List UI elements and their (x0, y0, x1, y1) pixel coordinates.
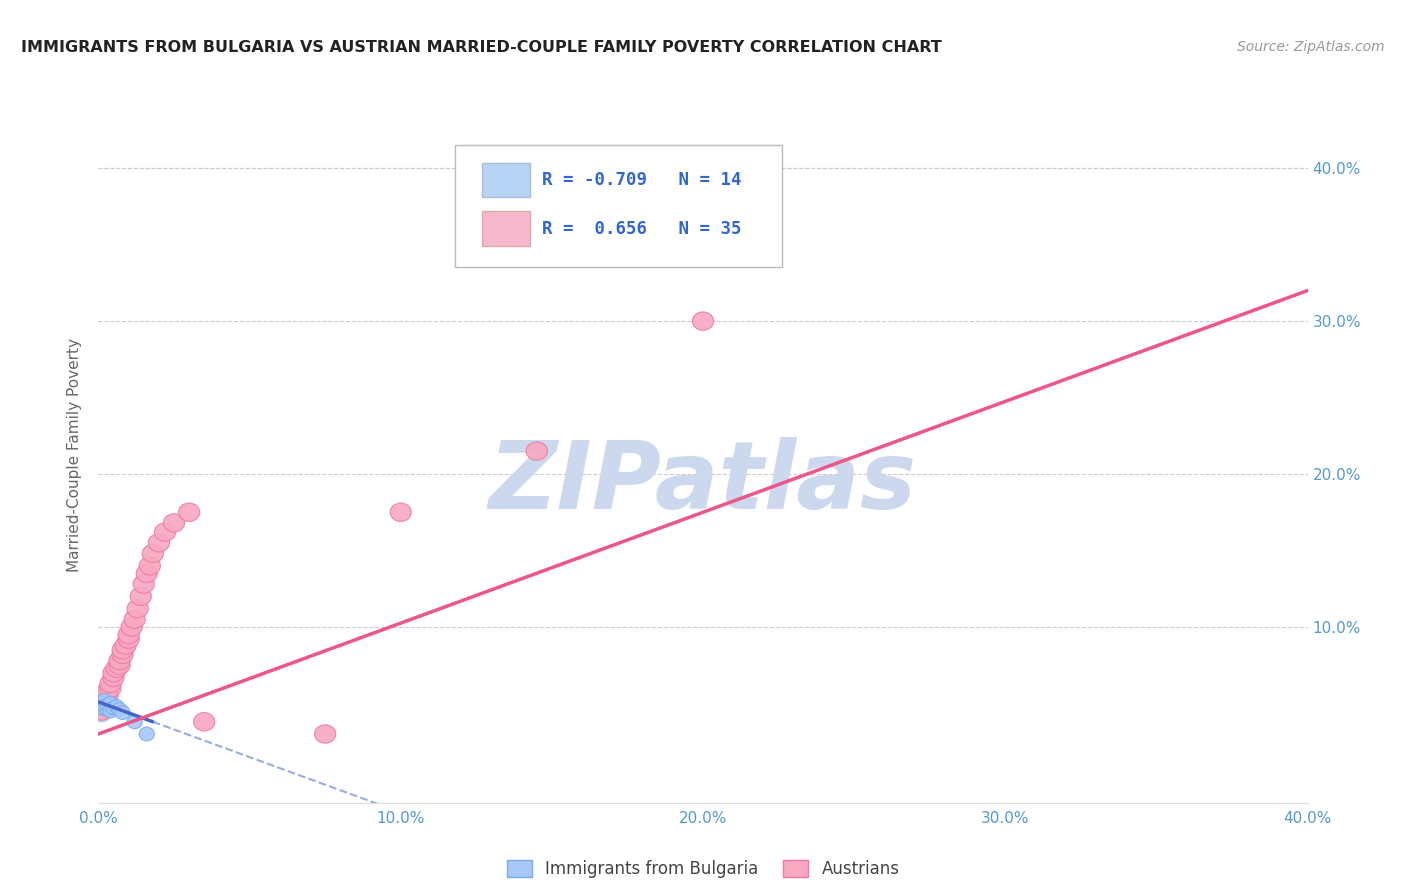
FancyBboxPatch shape (482, 211, 530, 246)
Y-axis label: Married-Couple Family Poverty: Married-Couple Family Poverty (67, 338, 83, 572)
Ellipse shape (127, 714, 142, 729)
Ellipse shape (131, 587, 152, 606)
Ellipse shape (97, 687, 118, 705)
Ellipse shape (112, 640, 134, 659)
Ellipse shape (142, 544, 163, 563)
Ellipse shape (100, 679, 121, 698)
Ellipse shape (124, 610, 145, 629)
Ellipse shape (194, 713, 215, 731)
Ellipse shape (389, 503, 412, 522)
Ellipse shape (110, 699, 124, 714)
Ellipse shape (136, 565, 157, 582)
Ellipse shape (121, 618, 142, 636)
Ellipse shape (155, 523, 176, 541)
Ellipse shape (179, 503, 200, 522)
Ellipse shape (100, 698, 115, 712)
Text: R = -0.709   N = 14: R = -0.709 N = 14 (543, 171, 742, 189)
Text: ZIPatlas: ZIPatlas (489, 437, 917, 529)
Ellipse shape (100, 674, 121, 693)
Ellipse shape (315, 725, 336, 743)
Ellipse shape (110, 651, 131, 670)
Legend: Immigrants from Bulgaria, Austrians: Immigrants from Bulgaria, Austrians (501, 854, 905, 885)
FancyBboxPatch shape (456, 145, 782, 267)
Text: R =  0.656   N = 35: R = 0.656 N = 35 (543, 219, 742, 238)
Ellipse shape (118, 630, 139, 648)
Ellipse shape (692, 312, 714, 330)
Ellipse shape (163, 514, 184, 533)
Ellipse shape (118, 625, 139, 644)
Ellipse shape (139, 557, 160, 575)
Ellipse shape (112, 645, 134, 664)
Ellipse shape (738, 197, 759, 216)
Ellipse shape (139, 727, 155, 741)
Text: IMMIGRANTS FROM BULGARIA VS AUSTRIAN MARRIED-COUPLE FAMILY POVERTY CORRELATION C: IMMIGRANTS FROM BULGARIA VS AUSTRIAN MAR… (21, 40, 942, 55)
Ellipse shape (103, 668, 124, 687)
Ellipse shape (94, 694, 115, 713)
Ellipse shape (105, 659, 127, 677)
Ellipse shape (90, 694, 114, 722)
Ellipse shape (115, 636, 136, 655)
Ellipse shape (105, 701, 121, 714)
Ellipse shape (148, 533, 170, 552)
Ellipse shape (526, 442, 547, 460)
Ellipse shape (94, 701, 110, 714)
Ellipse shape (103, 697, 118, 710)
Ellipse shape (103, 704, 118, 718)
Ellipse shape (100, 703, 115, 716)
Ellipse shape (134, 575, 155, 593)
FancyBboxPatch shape (482, 162, 530, 197)
Ellipse shape (97, 699, 112, 714)
Ellipse shape (94, 697, 110, 710)
Ellipse shape (97, 693, 112, 707)
Ellipse shape (112, 703, 127, 716)
Ellipse shape (94, 698, 115, 715)
Text: Source: ZipAtlas.com: Source: ZipAtlas.com (1237, 40, 1385, 54)
Ellipse shape (97, 682, 118, 700)
Ellipse shape (103, 664, 124, 682)
Ellipse shape (115, 706, 131, 720)
Ellipse shape (127, 599, 148, 618)
Ellipse shape (91, 702, 112, 720)
Ellipse shape (110, 656, 131, 674)
